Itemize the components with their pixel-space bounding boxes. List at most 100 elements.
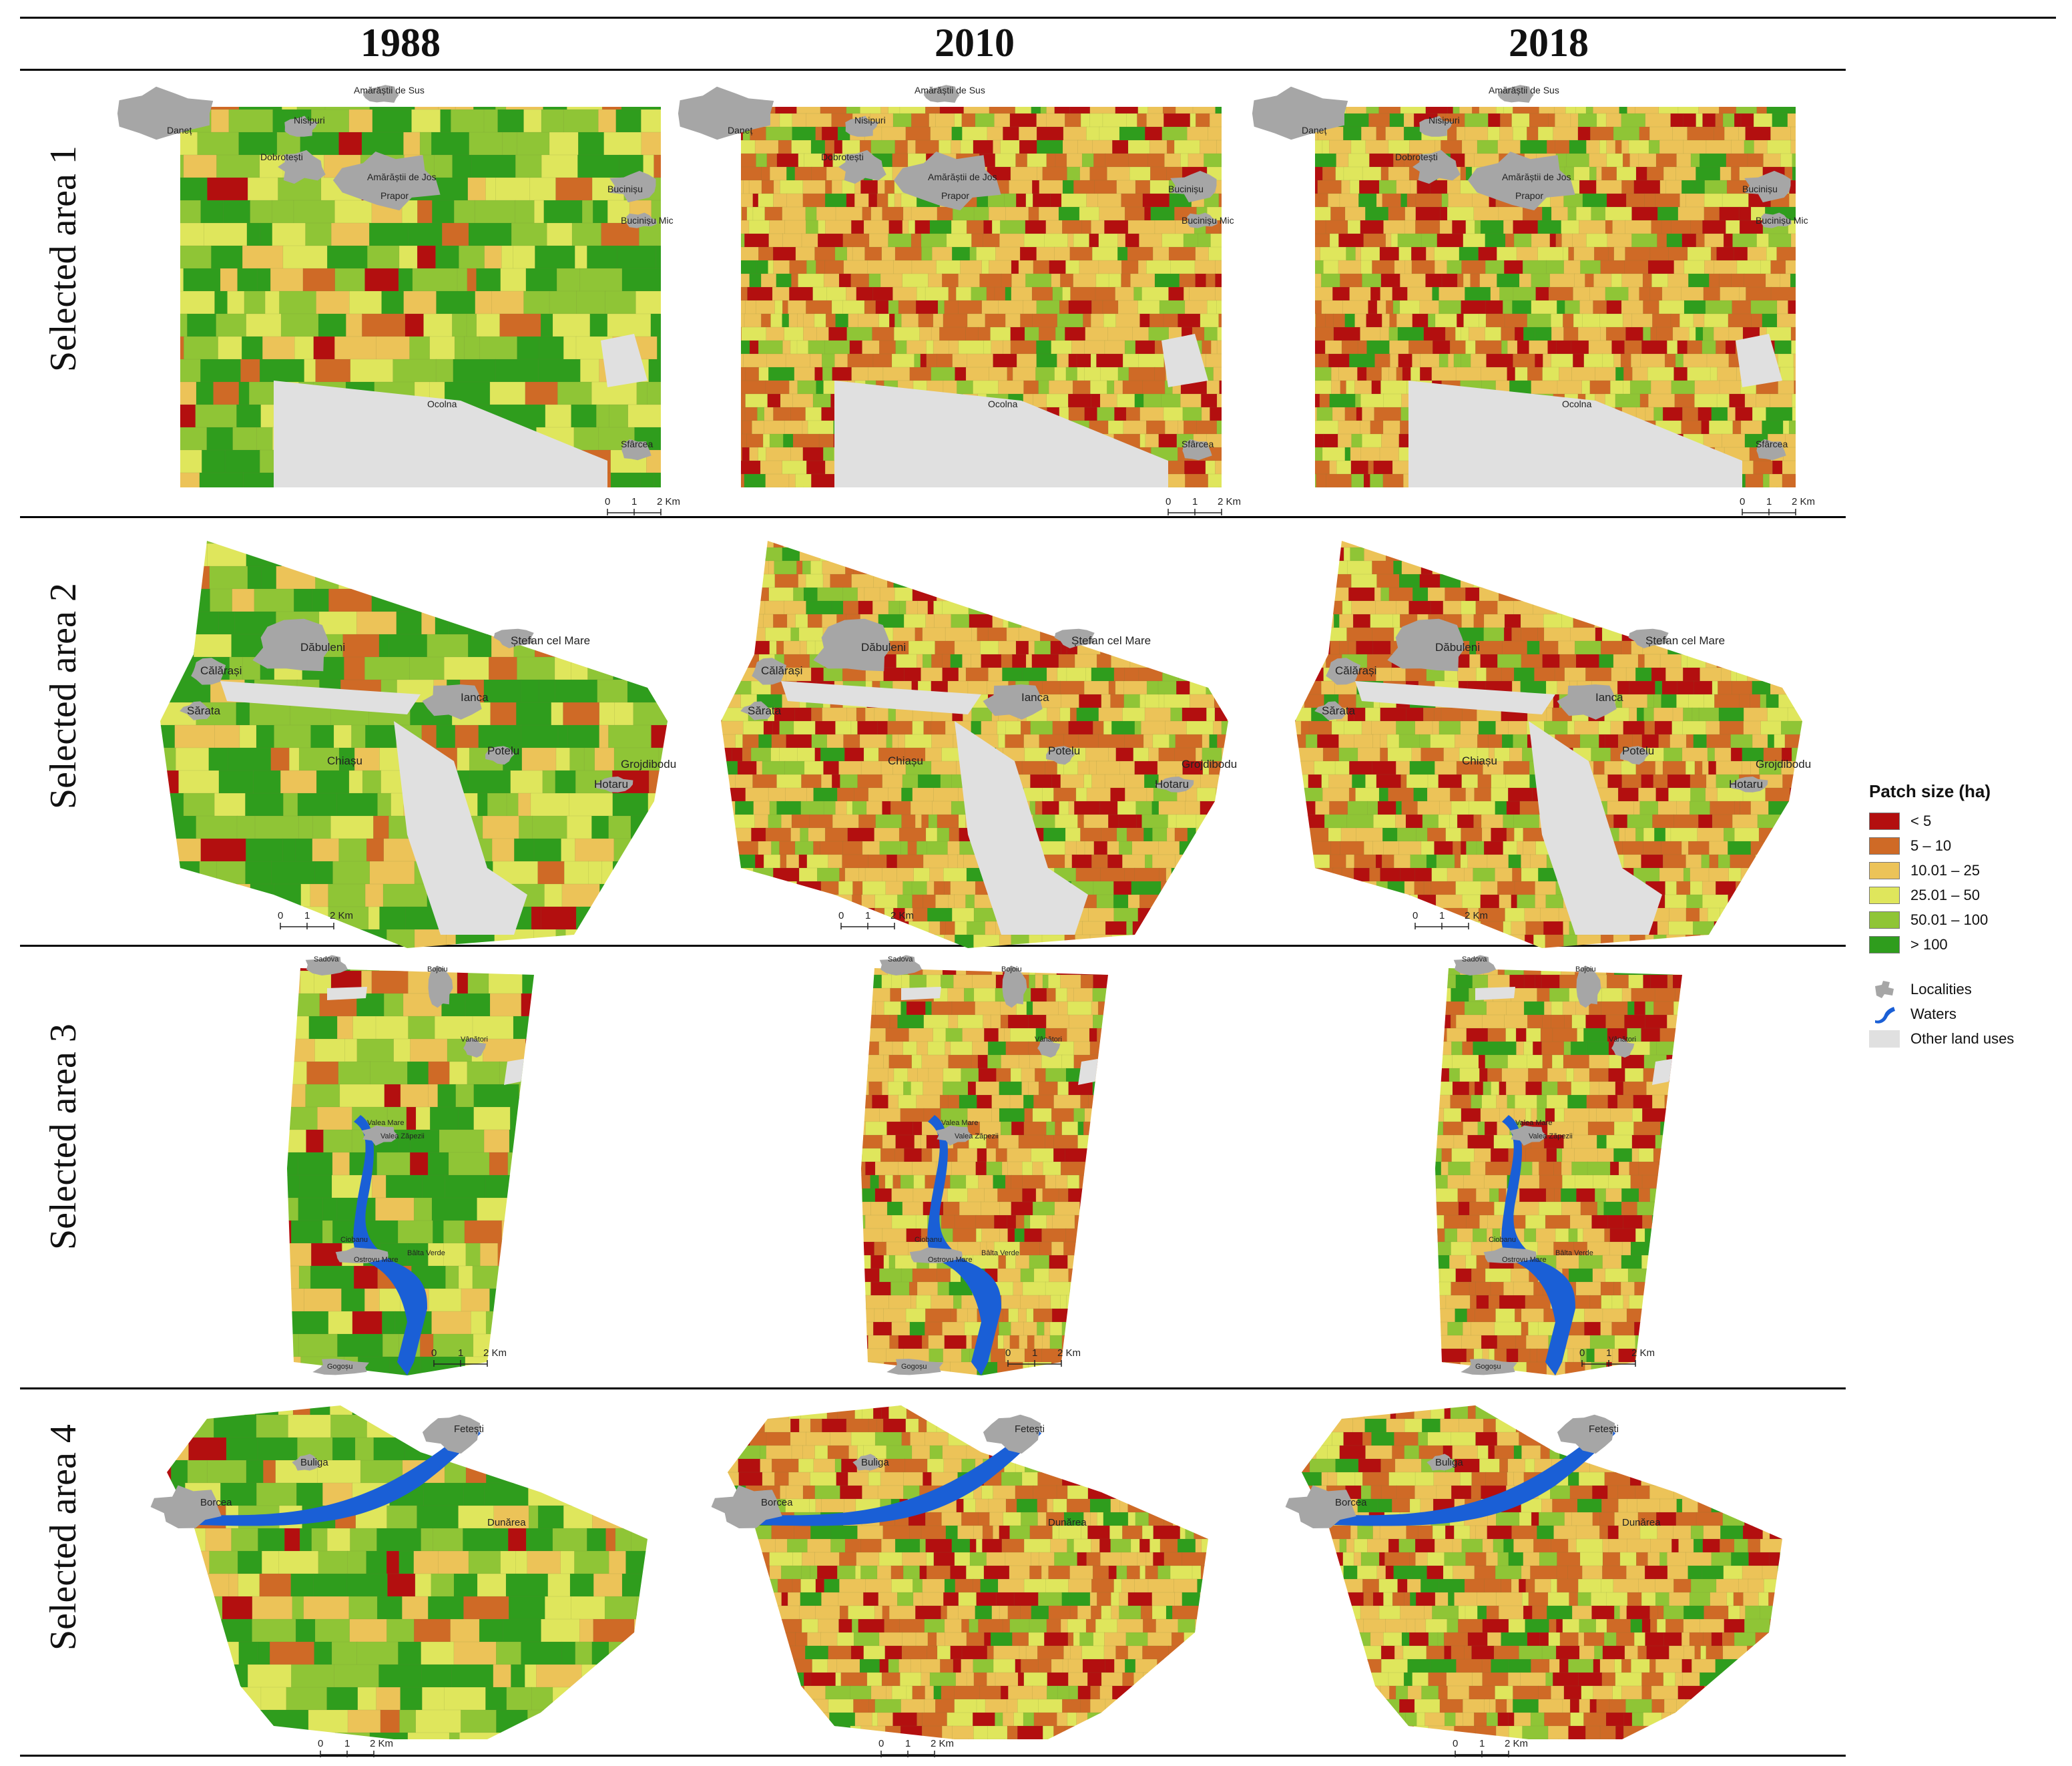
locality-label: Fetești [1589, 1423, 1619, 1435]
locality-label: Ocolna [427, 399, 457, 409]
locality-label: Gogoșu [327, 1363, 353, 1371]
locality-label: Chiașu [888, 754, 923, 767]
locality-label: Bojoiu [1575, 965, 1596, 973]
locality-label: Ciobanu [915, 1236, 942, 1244]
locality-label: Amărăștii de Sus [354, 85, 425, 95]
locality-label: Buliga [861, 1457, 889, 1468]
patch-mosaic [1435, 968, 1682, 1375]
row-rule-2 [20, 945, 1846, 947]
locality-label: Sărata [1322, 704, 1356, 717]
svg-text:0: 0 [278, 910, 283, 921]
svg-text:2 Km: 2 Km [1218, 496, 1241, 507]
row-rule-3 [20, 1387, 1846, 1389]
locality-label: Ocolna [988, 399, 1018, 409]
locality-label: Bucinișu [1168, 184, 1204, 194]
column-header-1988: 1988 [360, 21, 441, 65]
locality-icon [1869, 979, 1900, 1000]
map-area3-1988: Sadova Bojoiu Vânători Valea Mare Valea Zăpe… [287, 955, 534, 1375]
locality-patch [983, 684, 1043, 720]
water-body [1501, 1115, 1575, 1375]
locality-patch [711, 1485, 782, 1528]
legend-item-25-50: 25.01 – 50 [1869, 883, 2056, 907]
locality-patch [1756, 439, 1786, 461]
map-area2-2018: Ștefan cel Mare Dăbuleni Călărași Sărata Ian… [1295, 541, 1811, 948]
map-area1-2010: Amărăștii de Sus Daneț Nisipuri Dobrotești A… [678, 85, 1241, 515]
water-body [927, 1115, 1001, 1375]
locality-patch [117, 86, 214, 140]
map-area2-1988: Ștefan cel Mare Dăbuleni Călărași Sărata Ian… [160, 541, 676, 948]
locality-label: Potelu [1048, 744, 1080, 757]
svg-text:0: 0 [605, 496, 610, 507]
locality-patch [609, 170, 656, 203]
locality-patch [422, 1414, 481, 1454]
locality-label: Sadova [1462, 955, 1487, 963]
locality-patch [362, 85, 399, 103]
locality-label: Grojdibodu [621, 758, 676, 770]
locality-label: Amărăștii de Sus [1489, 85, 1559, 95]
locality-label: Vânători [1609, 1036, 1636, 1044]
locality-label: Ianca [1595, 691, 1623, 704]
locality-label: Amărăștii de Jos [1502, 172, 1571, 182]
locality-label: Ciobanu [1489, 1236, 1516, 1244]
locality-label: Gogoșu [1475, 1363, 1501, 1371]
water-icon [1869, 1004, 1900, 1024]
svg-text:1: 1 [304, 910, 310, 921]
patch-mosaic [728, 1405, 1208, 1739]
locality-label: Ciobanu [340, 1236, 368, 1244]
svg-text:0: 0 [1740, 496, 1745, 507]
svg-text:0: 0 [838, 910, 844, 921]
other-land-icon [1869, 1030, 1900, 1048]
locality-patch [312, 1359, 369, 1375]
locality-patch [935, 1125, 972, 1146]
patch-mosaic [1295, 541, 1802, 948]
locality-label: Valea Zăpezii [380, 1132, 425, 1140]
locality-label: Ostrovu Mare [354, 1256, 399, 1264]
locality-label: Bâlta Verde [981, 1249, 1019, 1257]
locality-patch [1461, 1359, 1517, 1375]
svg-text:1: 1 [1192, 496, 1198, 507]
locality-patch [305, 955, 348, 975]
legend-item-localities: Localities [1869, 977, 2056, 1002]
locality-patch [1761, 212, 1792, 228]
locality-patch [1509, 1125, 1546, 1146]
row-label-area-1: Selected area 1 [43, 146, 84, 372]
locality-label: Bâlta Verde [1555, 1249, 1593, 1257]
locality-patch [1611, 1038, 1635, 1058]
row-label-area-2: Selected area 2 [43, 583, 84, 809]
row-label-area-3: Selected area 3 [43, 1024, 84, 1250]
locality-patch [838, 150, 886, 184]
locality-label: Amărăștii de Jos [928, 172, 997, 182]
legend-item-5-10: 5 – 10 [1869, 833, 2056, 858]
map-area4-1988: Fetești Buliga Borcea Dunărea 0 1 2 Km [150, 1405, 648, 1757]
locality-label: Valea Mare [941, 1119, 978, 1127]
locality-label: Hotaru [594, 778, 628, 791]
locality-patch [983, 1414, 1041, 1454]
map-area2-2010: Ștefan cel Mare Dăbuleni Călărași Sărata Ian… [721, 541, 1237, 948]
locality-label: Ianca [1021, 691, 1049, 704]
locality-patch [1252, 86, 1348, 140]
locality-label: Potelu [1622, 744, 1654, 757]
locality-label: Bucinișu Mic [1182, 215, 1234, 226]
locality-patch [752, 658, 787, 685]
locality-patch [852, 1454, 880, 1471]
locality-patch [1497, 85, 1534, 103]
legend-item-other-land-uses: Other land uses [1869, 1026, 2056, 1051]
legend-swatch [1869, 861, 1900, 879]
locality-label: Călărași [761, 664, 802, 677]
patch-mosaic [861, 968, 1108, 1375]
locality-label: Hotaru [1155, 778, 1189, 791]
locality-label: Hotaru [1729, 778, 1763, 791]
locality-label: Bucinișu Mic [621, 215, 674, 226]
locality-label: Ștefan cel Mare [1071, 634, 1151, 647]
patch-mosaic [1302, 1405, 1782, 1739]
locality-patch [879, 955, 923, 975]
locality-patch [1187, 212, 1218, 228]
locality-patch [422, 684, 482, 720]
locality-label: Ianca [461, 691, 489, 704]
water-body [353, 1115, 427, 1375]
